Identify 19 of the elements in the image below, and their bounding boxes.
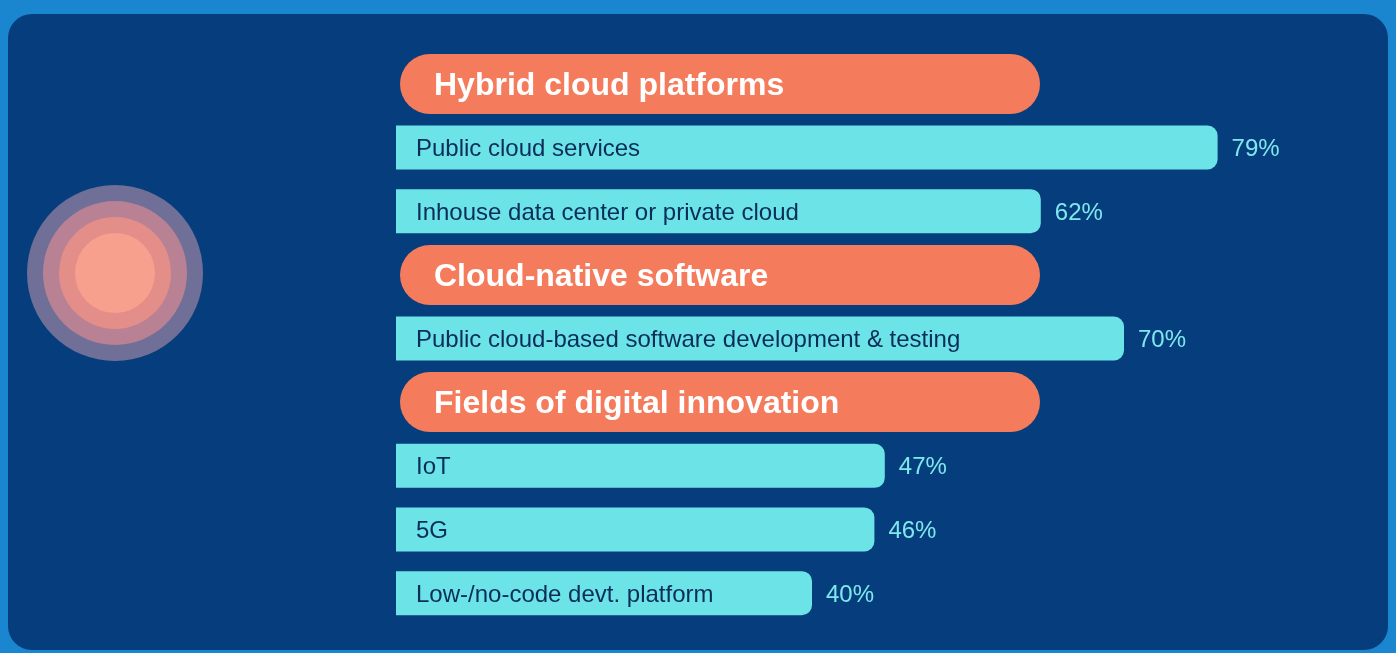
y-tick-label: Inhouse data center or private cloud [416,197,799,225]
data-label: 46% [888,516,937,543]
y-tick-label: Public cloud-based software development & testing [416,325,961,352]
bar [396,125,1218,170]
data-label: 62% [1054,197,1103,225]
data-label: 70% [1138,325,1187,352]
data-label: 40% [826,579,875,607]
y-tick-label: IoT [416,452,452,480]
bar [396,443,885,488]
y-tick-label: 5G [416,516,449,543]
y-tick-label: Cloud-native software [434,256,769,293]
bar [396,507,875,552]
y-tick-label: Public cloud services [416,134,641,161]
y-tick-label: Fields of digital innovation [434,384,840,421]
y-tick-label: Low-/no-code devt. platform [416,579,714,607]
data-label: 47% [898,452,947,480]
bar [396,189,1041,234]
data-label: 79% [1231,134,1280,161]
y-tick-label: Hybrid cloud platforms [434,65,785,102]
